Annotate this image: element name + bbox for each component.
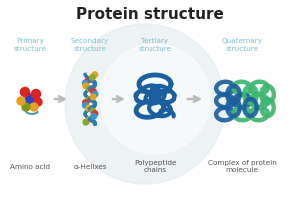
Circle shape bbox=[34, 99, 42, 106]
Circle shape bbox=[92, 111, 98, 117]
Circle shape bbox=[30, 103, 38, 111]
Text: Secondary
structure: Secondary structure bbox=[71, 38, 109, 51]
Circle shape bbox=[22, 103, 30, 111]
Circle shape bbox=[82, 81, 88, 86]
Circle shape bbox=[86, 106, 92, 111]
Circle shape bbox=[90, 109, 96, 114]
Text: Tertiary
structure: Tertiary structure bbox=[138, 38, 172, 51]
Circle shape bbox=[100, 45, 210, 154]
Circle shape bbox=[92, 92, 98, 98]
Text: Primary
structure: Primary structure bbox=[14, 38, 46, 51]
Text: Complex of protein
molecule: Complex of protein molecule bbox=[208, 160, 276, 173]
Text: α-Helixes: α-Helixes bbox=[73, 163, 107, 169]
Circle shape bbox=[92, 72, 98, 78]
Circle shape bbox=[32, 90, 40, 99]
Circle shape bbox=[90, 95, 96, 100]
Circle shape bbox=[83, 84, 88, 89]
Circle shape bbox=[82, 103, 88, 109]
Circle shape bbox=[86, 98, 92, 103]
Text: Protein structure: Protein structure bbox=[76, 7, 224, 22]
Circle shape bbox=[65, 25, 225, 184]
Text: Polypeptide
chains: Polypeptide chains bbox=[134, 160, 176, 173]
Circle shape bbox=[17, 98, 25, 105]
Circle shape bbox=[91, 114, 96, 120]
Circle shape bbox=[83, 100, 88, 106]
Circle shape bbox=[20, 89, 28, 96]
Circle shape bbox=[87, 117, 92, 122]
Circle shape bbox=[20, 88, 29, 97]
Circle shape bbox=[25, 94, 35, 104]
Text: Amino acid: Amino acid bbox=[10, 163, 50, 169]
Circle shape bbox=[83, 120, 89, 125]
Circle shape bbox=[85, 78, 91, 84]
Circle shape bbox=[90, 75, 95, 81]
Circle shape bbox=[86, 86, 92, 92]
Circle shape bbox=[91, 89, 96, 95]
Text: Quaternary
structure: Quaternary structure bbox=[221, 38, 262, 51]
